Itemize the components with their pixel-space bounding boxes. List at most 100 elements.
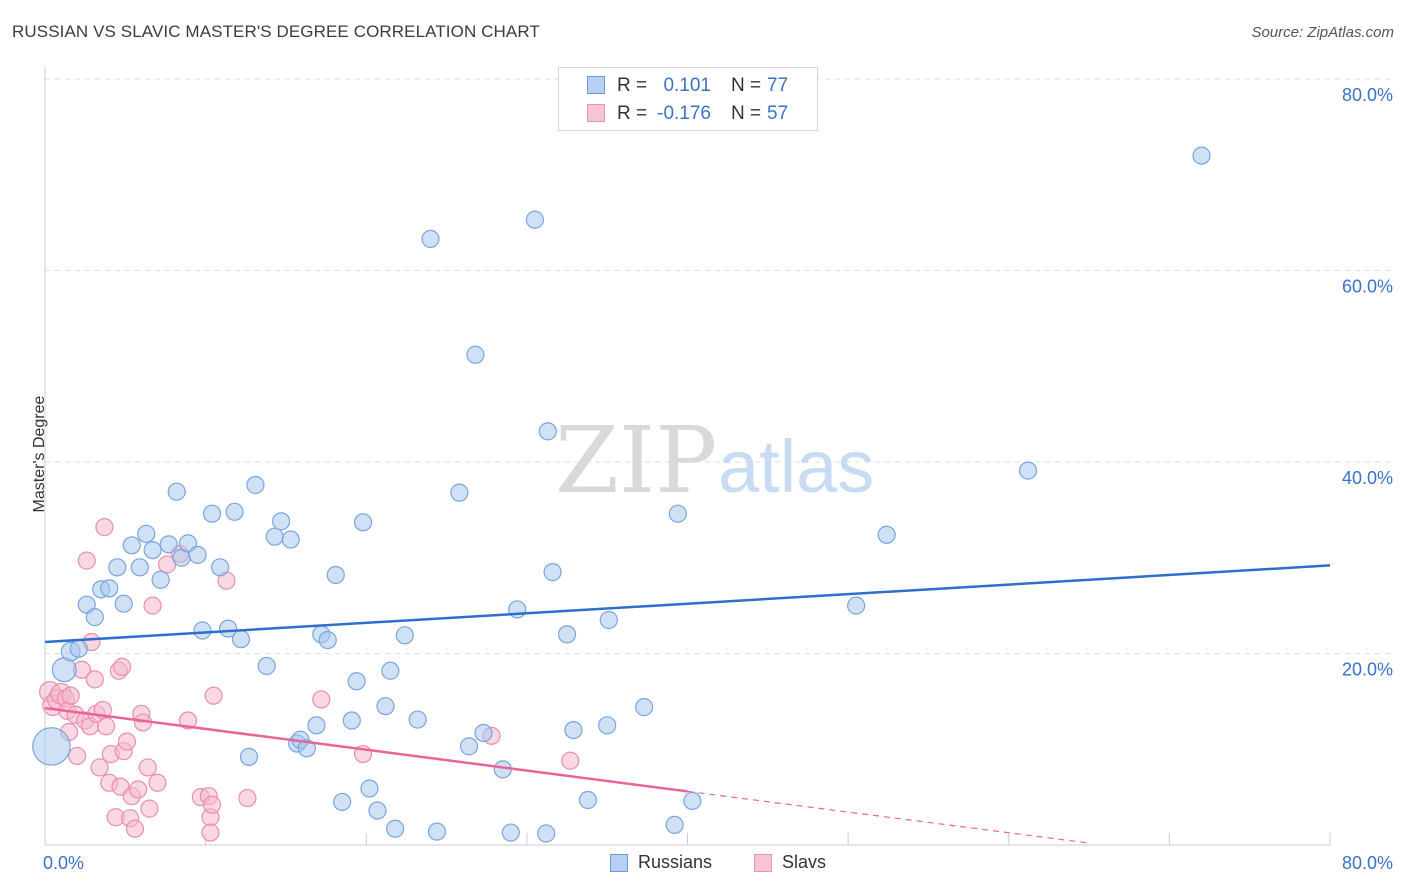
legend-n-value-russians: 77 — [767, 75, 789, 96]
russians-point — [69, 639, 88, 658]
legend-n-label: N = — [731, 75, 762, 96]
legend-r-label: R = — [617, 103, 648, 124]
legend-swatch-russians — [587, 76, 605, 94]
bottom-legend-swatch-slavs — [754, 854, 772, 872]
russians-point — [466, 345, 485, 364]
russians-points — [32, 146, 1211, 843]
watermark-atlas: atlas — [718, 425, 874, 508]
russians-point — [246, 475, 265, 495]
russians-point — [307, 716, 326, 735]
bottom-legend-swatch-russians — [610, 854, 628, 872]
russians-point — [474, 723, 493, 743]
russians-point — [108, 558, 127, 577]
russians-point — [395, 626, 414, 645]
russians-point — [210, 558, 230, 577]
russians-point — [1018, 461, 1038, 480]
russians-point — [219, 619, 238, 638]
x-tick-label: 0.0% — [43, 853, 84, 873]
tick-labels: 20.0% 40.0% 60.0% 80.0% 0.0% 80.0% — [43, 85, 1393, 873]
slavs-point — [178, 711, 198, 730]
russians-point — [231, 630, 251, 649]
slavs-point — [96, 717, 116, 736]
legend-r-value-russians: 0.101 — [663, 75, 711, 96]
chart-title: RUSSIAN VS SLAVIC MASTER'S DEGREE CORREL… — [12, 22, 540, 41]
watermark-zip: ZIP — [555, 407, 717, 514]
russians-point — [668, 504, 687, 523]
russians-point — [1192, 146, 1211, 165]
russians-point — [501, 823, 520, 842]
russians-point — [202, 504, 222, 523]
russians-point — [143, 540, 162, 560]
russians-point — [347, 672, 366, 691]
russians-point — [257, 656, 276, 676]
bottom-legend-label-slavs: Slavs — [782, 852, 827, 872]
russians-point — [188, 545, 207, 564]
russians-point — [537, 824, 556, 843]
russians-point — [427, 822, 447, 841]
slavs-point — [112, 657, 132, 677]
russians-point — [598, 716, 617, 735]
slavs-trend-line — [44, 706, 688, 793]
russians-point — [665, 815, 684, 834]
russians-point — [122, 536, 141, 555]
russians-point — [353, 513, 373, 532]
russians-point — [376, 697, 395, 716]
russians-point — [193, 621, 212, 640]
source-credit: Source: ZipAtlas.com — [1251, 24, 1394, 41]
slavs-point — [117, 732, 137, 751]
trend-lines — [44, 564, 1331, 844]
slavs-point — [95, 518, 114, 537]
russians-point — [635, 698, 654, 717]
russians-point — [297, 739, 316, 758]
russians-point — [167, 482, 186, 501]
slavs-point — [129, 780, 148, 799]
russians-point — [239, 747, 259, 767]
russians-point — [137, 524, 156, 543]
russians-point — [85, 608, 104, 627]
russians-trend-line — [44, 564, 1331, 644]
russians-point — [543, 563, 562, 582]
watermark: ZIP atlas — [555, 407, 874, 514]
russians-point — [877, 525, 896, 544]
slavs-point — [312, 690, 331, 709]
russians-point — [318, 630, 337, 650]
russians-point — [265, 527, 284, 546]
bottom-legend-label-russians: Russians — [638, 852, 713, 872]
russians-point — [564, 720, 583, 740]
slavs-point — [90, 758, 109, 777]
russians-point — [32, 727, 71, 766]
russians-point — [272, 512, 291, 531]
slavs-point — [77, 551, 96, 570]
legend-r-label: R = — [617, 75, 648, 96]
slavs-point — [85, 670, 104, 689]
russians-point — [381, 661, 400, 680]
russians-point — [114, 594, 133, 613]
russians-point — [459, 737, 479, 756]
russians-point — [159, 535, 178, 554]
russians-point — [525, 210, 545, 229]
russians-point — [557, 625, 577, 644]
y-tick-label: 80.0% — [1342, 85, 1393, 105]
russians-point — [408, 710, 427, 729]
slavs-point — [138, 758, 157, 777]
slavs-trend-extension — [687, 790, 1090, 844]
legend-box: R = 0.101 N = 77 R = -0.176 N = 57 — [558, 67, 818, 131]
russians-point — [342, 711, 361, 730]
russians-point — [100, 579, 119, 598]
russians-point — [51, 657, 77, 683]
russians-point — [368, 801, 387, 820]
slavs-point — [143, 596, 162, 615]
russians-point — [538, 422, 557, 441]
russians-point — [386, 819, 405, 838]
slavs-point — [202, 795, 222, 814]
russians-point — [847, 596, 866, 615]
grid-lines — [45, 78, 1392, 654]
y-tick-label: 60.0% — [1342, 277, 1393, 297]
russians-point — [683, 791, 702, 811]
russians-point — [360, 779, 379, 798]
slavs-point — [238, 788, 257, 808]
y-tick-label: 20.0% — [1342, 660, 1393, 680]
russians-point — [151, 570, 170, 589]
slavs-point — [561, 751, 580, 770]
